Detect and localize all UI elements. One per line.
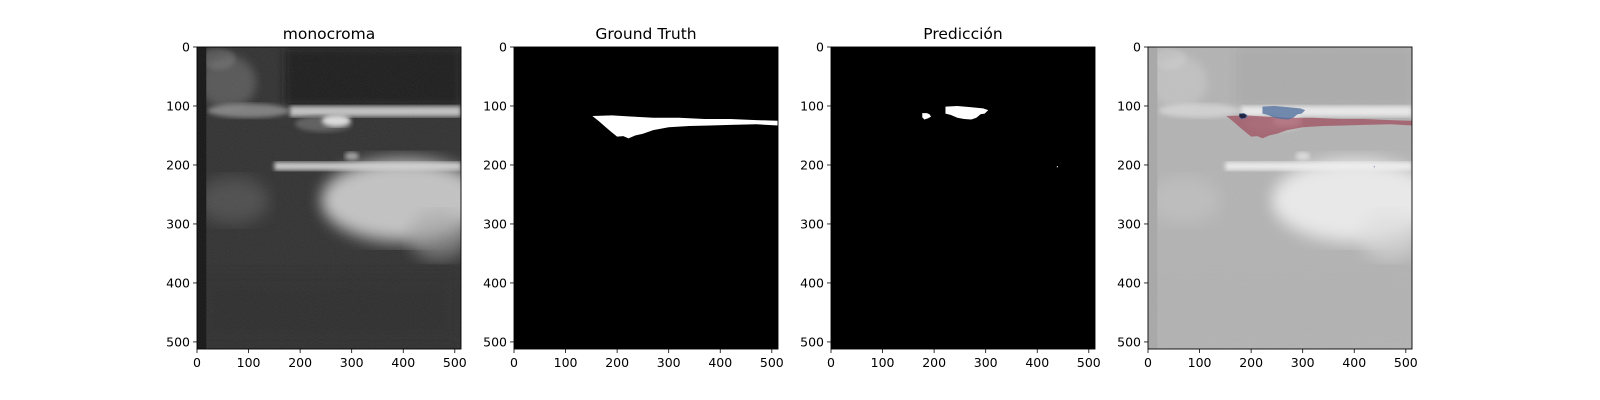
panel-prediccion: Predicción 0 0 100 100 200 200 300 300 400 400 500 5… [800, 25, 1101, 370]
x-tick-label: 500 [1077, 355, 1101, 370]
x-tick-label: 300 [1291, 355, 1315, 370]
x-tick-label: 0 [1144, 355, 1152, 370]
prediccion-image [831, 47, 1095, 349]
x-tick-label: 400 [391, 355, 415, 370]
x-tick-label: 300 [974, 355, 998, 370]
x-tick-label: 0 [827, 355, 835, 370]
y-tick-label: 100 [166, 98, 190, 113]
y-tick-label: 0 [816, 40, 824, 55]
y-tick-label: 500 [166, 334, 190, 349]
y-tick-label: 500 [483, 334, 507, 349]
y-tick-label: 300 [166, 216, 190, 231]
x-tick-label: 100 [237, 355, 261, 370]
y-tick-label: 500 [1117, 334, 1141, 349]
y-tick-label: 200 [483, 157, 507, 172]
y-tick-label: 200 [800, 157, 824, 172]
y-tick-label: 100 [1117, 98, 1141, 113]
ground-truth-frame [513, 46, 779, 350]
x-tick-label: 100 [1188, 355, 1212, 370]
x-tick-label: 500 [760, 355, 784, 370]
monocroma-image [197, 47, 486, 349]
x-tick-label: 500 [1394, 355, 1418, 370]
monocroma-frame [196, 46, 462, 350]
x-tick-label: 0 [510, 355, 518, 370]
x-tick-label: 200 [1239, 355, 1263, 370]
panel-title: Ground Truth [595, 25, 696, 43]
y-tick-label: 200 [166, 157, 190, 172]
x-tick-label: 400 [708, 355, 732, 370]
x-tick-label: 100 [871, 355, 895, 370]
y-tick-label: 400 [483, 275, 507, 290]
y-tick-label: 300 [483, 216, 507, 231]
panel-overlay: 0 0 100 100 200 200 300 300 400 400 500 500 [1117, 40, 1418, 371]
x-tick-label: 400 [1342, 355, 1366, 370]
x-tick-label: 300 [340, 355, 364, 370]
y-tick-label: 100 [483, 98, 507, 113]
panel-title: Predicción [923, 25, 1002, 43]
prediccion-frame [830, 46, 1096, 350]
y-tick-label: 0 [1133, 40, 1141, 55]
x-tick-label: 200 [288, 355, 312, 370]
x-tick-label: 200 [605, 355, 629, 370]
y-tick-label: 300 [1117, 216, 1141, 231]
y-tick-label: 100 [800, 98, 824, 113]
y-tick-label: 0 [182, 40, 190, 55]
x-tick-label: 100 [554, 355, 578, 370]
y-tick-label: 300 [800, 216, 824, 231]
x-tick-label: 500 [443, 355, 467, 370]
x-tick-label: 300 [657, 355, 681, 370]
overlay-overlap [1239, 113, 1247, 119]
y-tick-label: 400 [800, 275, 824, 290]
x-tick-label: 200 [922, 355, 946, 370]
y-tick-label: 500 [800, 334, 824, 349]
y-tick-label: 400 [166, 275, 190, 290]
panel-title: monocroma [283, 25, 376, 43]
panel-monocroma: monocroma 0 0 100 100 200 200 300 300 400 400 500 50… [166, 25, 486, 370]
y-tick-label: 400 [1117, 275, 1141, 290]
overlay-image [1148, 47, 1412, 349]
x-tick-label: 0 [193, 355, 201, 370]
overlay-frame [1147, 46, 1413, 350]
panel-ground-truth: Ground Truth 0 0 100 100 200 200 300 300 400 400 50… [483, 25, 784, 370]
y-tick-label: 0 [499, 40, 507, 55]
ground-truth-image [514, 47, 778, 349]
x-tick-label: 400 [1025, 355, 1049, 370]
y-tick-label: 200 [1117, 157, 1141, 172]
